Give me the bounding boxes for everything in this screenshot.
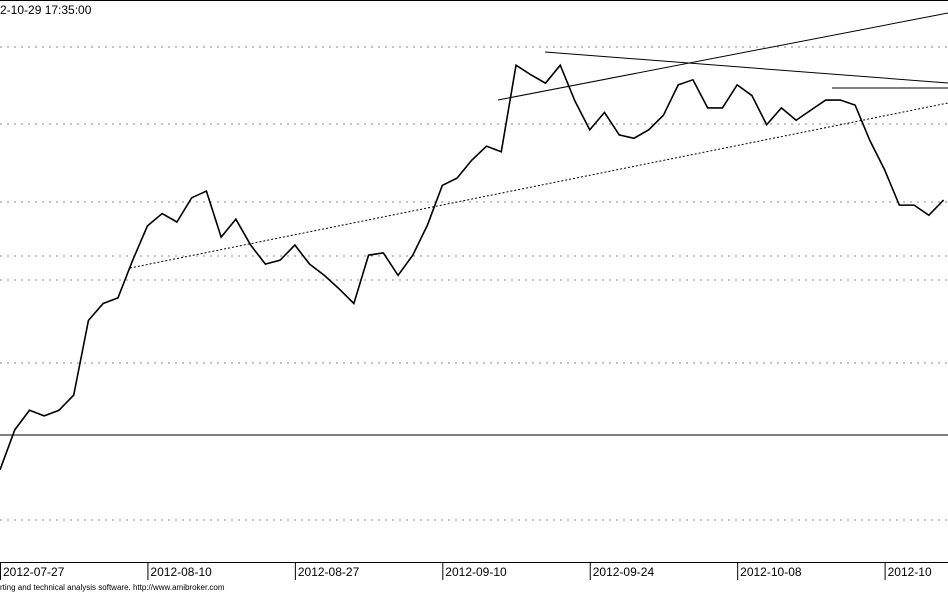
- x-tick-label: 2012-09-10: [445, 565, 507, 579]
- x-tick-label: 2012-07-27: [3, 565, 65, 579]
- x-tick-label: 2012-09-24: [593, 565, 655, 579]
- trend-line: [497, 12, 948, 101]
- chart-title: 2-10-29 17:35:00: [0, 3, 92, 17]
- price-line: [0, 63, 945, 471]
- trend-line: [129, 102, 948, 269]
- x-tick-label: 2012-10: [888, 565, 932, 579]
- x-tick-label: 2012-08-10: [150, 565, 212, 579]
- x-tick-label: 2012-08-27: [298, 565, 360, 579]
- footer: rting and technical analysis software. h…: [0, 583, 225, 592]
- trend-line: [544, 51, 948, 84]
- x-tick-label: 2012-10-08: [740, 565, 802, 579]
